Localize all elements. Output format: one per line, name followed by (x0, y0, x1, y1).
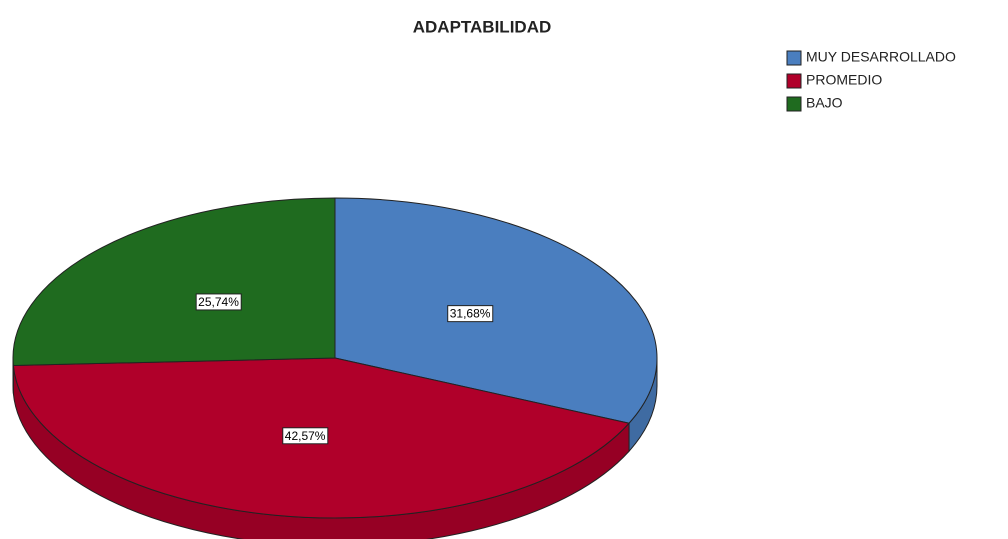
pie-slice (12, 197, 336, 366)
data-label-box (195, 293, 242, 311)
data-label-text: 42,57% (285, 429, 326, 443)
data-label: 31,68% (447, 305, 494, 323)
legend-swatch (786, 50, 802, 66)
legend-label: MUY DESARROLLADO (806, 49, 956, 65)
legend-swatch (786, 96, 802, 112)
legend-label: PROMEDIO (806, 72, 882, 88)
chart-title: ADAPTABILIDAD (413, 17, 552, 36)
data-label-box (447, 305, 494, 323)
data-label-box (282, 427, 329, 445)
data-label: 42,57% (282, 427, 329, 445)
data-label-text: 31,68% (450, 307, 491, 321)
data-label-text: 25,74% (198, 295, 239, 309)
legend-label: BAJO (806, 95, 843, 111)
pie-slice (334, 197, 658, 424)
data-label: 25,74% (195, 293, 242, 311)
legend-swatch (786, 73, 802, 89)
